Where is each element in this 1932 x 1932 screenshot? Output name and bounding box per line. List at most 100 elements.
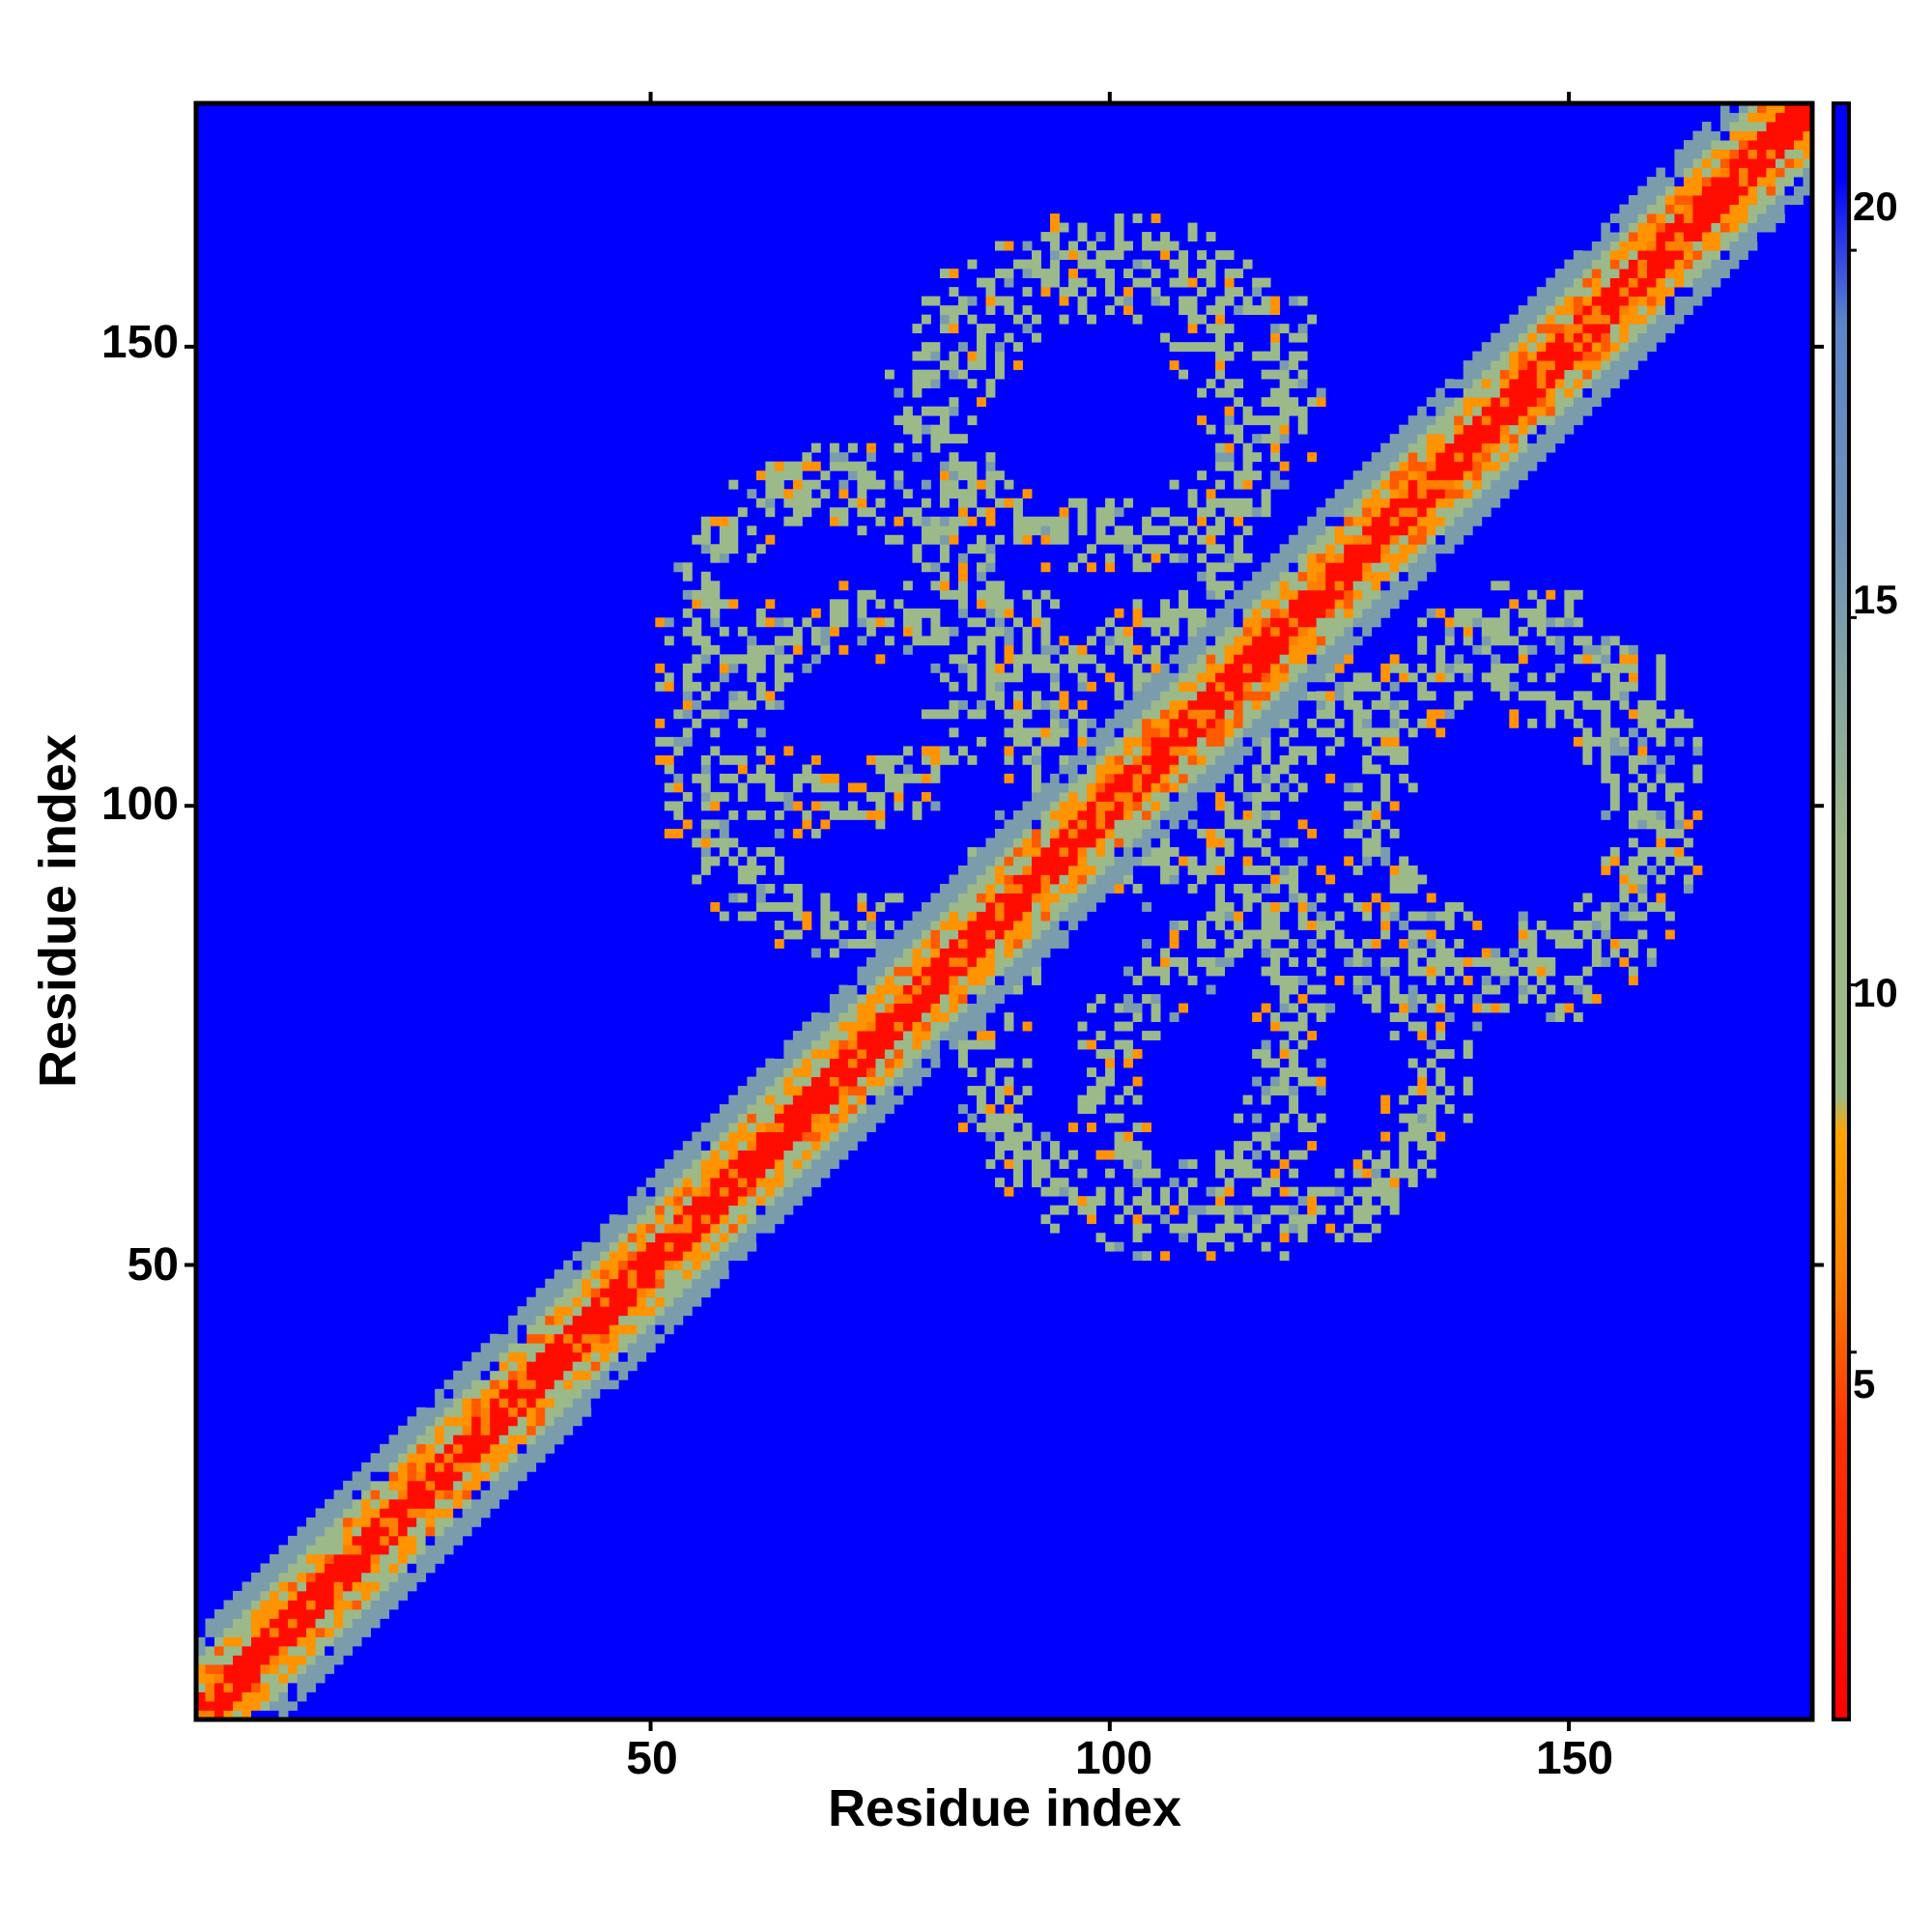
heatmap-cell	[609, 1260, 619, 1270]
heatmap-cell	[1371, 1003, 1381, 1013]
heatmap-cell	[480, 1379, 491, 1390]
heatmap-cell	[1426, 1003, 1436, 1013]
heatmap-cell	[747, 663, 757, 673]
heatmap-cell	[939, 489, 950, 499]
heatmap-cell	[352, 1627, 362, 1637]
heatmap-cell	[1040, 617, 1051, 628]
heatmap-cell	[416, 1517, 427, 1527]
heatmap-cell	[1040, 939, 1051, 949]
heatmap-cell	[1242, 828, 1253, 838]
heatmap-cell	[802, 663, 812, 673]
heatmap-cell	[1307, 562, 1318, 573]
heatmap-cell	[994, 1141, 1005, 1151]
heatmap-cell	[673, 1306, 684, 1317]
heatmap-cell	[1234, 754, 1244, 765]
heatmap-cell	[270, 1673, 279, 1684]
heatmap-cell	[957, 1122, 968, 1133]
heatmap-cell	[278, 1636, 289, 1647]
heatmap-cell	[1371, 1186, 1381, 1197]
heatmap-cell	[1380, 553, 1391, 563]
heatmap-cell	[810, 948, 821, 958]
heatmap-cell	[1279, 424, 1290, 435]
heatmap-cell	[692, 1214, 702, 1225]
heatmap-cell	[912, 1039, 923, 1050]
heatmap-cell	[333, 1490, 344, 1500]
heatmap-cell	[921, 754, 931, 765]
heatmap-cell	[1582, 691, 1593, 701]
heatmap-cell	[774, 1076, 784, 1087]
heatmap-cell	[517, 1416, 527, 1427]
heatmap-cell	[967, 846, 978, 857]
heatmap-cell	[1344, 507, 1354, 518]
heatmap-cell	[1481, 415, 1492, 426]
heatmap-cell	[1463, 360, 1473, 371]
heatmap-cell	[1151, 553, 1161, 563]
heatmap-cell	[1242, 1141, 1253, 1151]
heatmap-cell	[1160, 636, 1171, 646]
heatmap-cell	[737, 1251, 748, 1262]
heatmap-cell	[1206, 626, 1216, 637]
heatmap-cell	[1564, 360, 1575, 371]
heatmap-cell	[1279, 699, 1290, 710]
heatmap-cell	[967, 939, 978, 949]
heatmap-cell	[847, 442, 858, 453]
heatmap-cell	[1022, 269, 1033, 279]
heatmap-cell	[425, 1406, 436, 1417]
heatmap-cell	[1316, 1086, 1326, 1096]
heatmap-cell	[1142, 544, 1151, 554]
heatmap-cell	[1435, 489, 1446, 499]
heatmap-cell	[1417, 636, 1428, 646]
heatmap-cell	[838, 1141, 849, 1151]
heatmap-cell	[902, 773, 913, 783]
heatmap-cell	[1546, 397, 1556, 408]
heatmap-cell	[1206, 589, 1216, 600]
heatmap-cell	[1215, 727, 1226, 738]
heatmap-cell	[673, 801, 684, 811]
heatmap-cell	[1518, 929, 1528, 940]
heatmap-cell	[902, 415, 913, 426]
heatmap-cell	[1435, 553, 1446, 563]
heatmap-cell	[1197, 516, 1208, 526]
heatmap-cell	[820, 636, 831, 646]
heatmap-cell	[875, 1113, 886, 1123]
heatmap-cell	[1518, 434, 1528, 444]
heatmap-cell	[1132, 746, 1143, 756]
heatmap-cell	[1179, 1159, 1189, 1170]
heatmap-cell	[480, 1406, 491, 1417]
heatmap-cell	[443, 1498, 454, 1509]
heatmap-cell	[1426, 1058, 1436, 1068]
heatmap-cell	[1289, 1168, 1299, 1179]
heatmap-cell	[994, 957, 1005, 967]
heatmap-cell	[1059, 1186, 1069, 1197]
heatmap-cell	[655, 1196, 666, 1207]
heatmap-cell	[1407, 424, 1418, 435]
heatmap-cell	[425, 1471, 436, 1482]
heatmap-cell	[1022, 736, 1033, 747]
heatmap-cell	[664, 1223, 674, 1234]
heatmap-cell	[1032, 966, 1041, 977]
heatmap-cell	[884, 1058, 895, 1068]
heatmap-cell	[1068, 893, 1078, 903]
heatmap-cell	[1325, 672, 1336, 683]
heatmap-cell	[1215, 791, 1226, 802]
heatmap-cell	[508, 1443, 519, 1454]
heatmap-cell	[1004, 976, 1014, 985]
heatmap-cell	[1444, 709, 1455, 720]
heatmap-cell	[1077, 654, 1088, 665]
heatmap-cell	[1316, 1205, 1326, 1215]
heatmap-cell	[1463, 1086, 1473, 1096]
heatmap-cell	[664, 782, 674, 793]
heatmap-cell	[214, 1673, 224, 1684]
heatmap-cell	[1325, 1186, 1336, 1197]
heatmap-cell	[242, 1710, 252, 1720]
heatmap-cell	[1151, 287, 1161, 298]
heatmap-cell	[288, 1545, 298, 1555]
heatmap-cell	[1407, 984, 1418, 995]
heatmap-cell	[1242, 406, 1253, 416]
heatmap-cell	[820, 782, 831, 793]
heatmap-cell	[737, 754, 748, 765]
heatmap-cell	[1114, 636, 1124, 646]
heatmap-cell	[278, 1655, 289, 1665]
heatmap-cell	[1297, 782, 1308, 793]
heatmap-cell	[820, 929, 831, 940]
